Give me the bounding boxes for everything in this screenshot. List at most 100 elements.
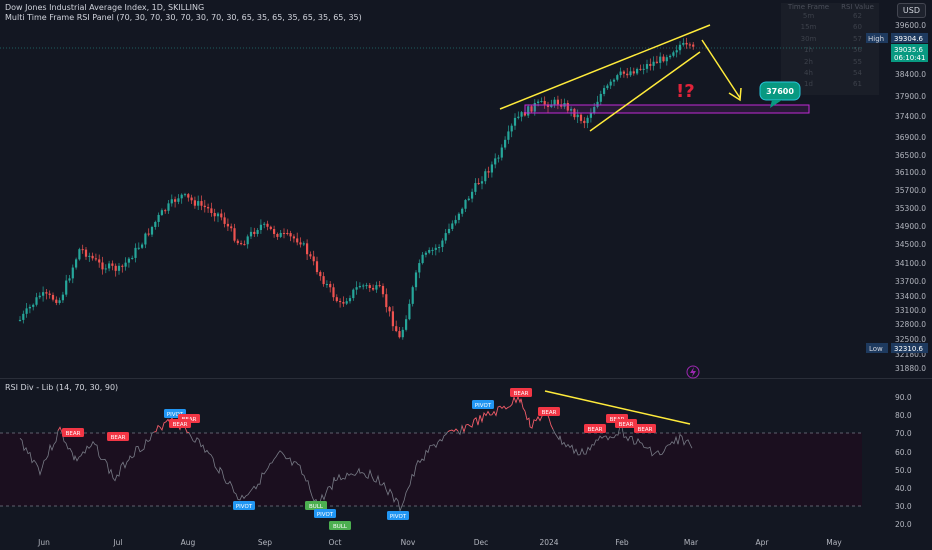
candle-body <box>490 164 493 173</box>
candle-body <box>579 114 583 121</box>
rsi-axis[interactable]: 90.0 80.0 70.0 60.0 50.0 40.0 30.0 20.0 <box>895 393 912 529</box>
rsi-table-row: 5m 62 <box>781 11 879 22</box>
pane-divider[interactable] <box>0 378 932 379</box>
candle-body <box>22 313 25 320</box>
candle-body <box>362 285 365 287</box>
time-axis[interactable]: Jun Jul Aug Sep Oct Nov Dec 2024 Feb Mar Apr May <box>37 538 842 547</box>
candle-body <box>213 212 216 217</box>
candle-body <box>210 208 213 213</box>
candle-body <box>71 267 74 279</box>
candle-body <box>385 294 388 308</box>
rsi-table-header-timeframe: Time Frame <box>787 3 830 11</box>
time-tick: Aug <box>181 538 196 547</box>
rsi-label-text: PIVOT <box>390 514 407 520</box>
candle-body <box>187 194 190 198</box>
candle-body <box>61 294 64 301</box>
rsi-table-header: Time Frame RSI Value <box>781 3 879 11</box>
rsi-divergence-trendline[interactable] <box>544 390 691 425</box>
candle-body <box>447 228 451 234</box>
warning-mark: !? <box>676 81 695 102</box>
time-tick: Apr <box>756 538 770 547</box>
flash-icon[interactable] <box>686 365 700 379</box>
candle-body <box>381 285 385 295</box>
candle-body <box>411 287 414 304</box>
candle-body <box>345 301 348 304</box>
candle-body <box>279 232 282 237</box>
candle-body <box>108 263 111 269</box>
candle-body <box>233 228 236 241</box>
projection-arrow[interactable] <box>701 39 741 99</box>
rsi-label-bear: BEAR <box>107 432 129 441</box>
rsi-label-bear: BEAR <box>538 407 560 416</box>
candle-body <box>302 243 305 245</box>
rsi-tick: 30.0 <box>895 502 912 511</box>
time-tick: Sep <box>258 538 272 547</box>
candle-body <box>28 306 31 309</box>
rsi-pane-title[interactable]: RSI Div - Lib (14, 70, 30, 90) <box>5 383 119 392</box>
rsi-label-text: BEAR <box>111 435 126 441</box>
candle-body <box>520 112 523 117</box>
candle-body <box>388 307 391 312</box>
candle-body <box>243 244 246 246</box>
wedge-upper-trendline[interactable] <box>499 24 711 110</box>
candle-body <box>157 214 160 222</box>
rsi-table-tf: 5m <box>802 12 815 20</box>
candle-body <box>510 125 513 132</box>
indicator-legend[interactable]: Multi Time Frame RSI Panel (70, 30, 70, … <box>5 13 362 22</box>
rsi-tick: 50.0 <box>895 466 912 475</box>
candle-body <box>286 233 289 235</box>
candle-body <box>121 265 124 267</box>
candle-body <box>91 255 94 259</box>
time-tick: Feb <box>615 538 629 547</box>
projection-arrow-head <box>728 87 742 102</box>
rsi-label-bull: BULL <box>329 521 351 530</box>
rsi-divergence-labels: BEAR BEAR PIVOT BEAR BEAR PIVOT BULL PIVOT BULL P… <box>62 388 656 530</box>
candle-body <box>230 226 233 229</box>
rsi-table-val: 61 <box>853 80 862 89</box>
candle-body <box>246 236 249 245</box>
rsi-label-bear: BEAR <box>510 388 532 397</box>
candle-body <box>58 300 61 303</box>
candle-body <box>263 223 266 225</box>
candle-body <box>131 257 134 259</box>
rsi-table-tf: 15m <box>800 23 817 32</box>
candle-body <box>170 199 173 204</box>
candle-body <box>325 284 328 286</box>
chart-title[interactable]: Dow Jones Industrial Average Index, 1D, … <box>5 3 205 12</box>
candle-body <box>342 302 345 304</box>
rsi-label-pivot: PIVOT <box>314 509 336 518</box>
price-axis[interactable]: 39600.0 38400.0 37900.0 37400.0 36900.0 36500… <box>895 21 926 373</box>
candle-body <box>352 289 355 299</box>
candle-body <box>609 81 612 86</box>
candle-body <box>180 194 183 199</box>
currency-button[interactable]: USD <box>896 3 926 18</box>
candle-body <box>596 101 599 107</box>
price-tick: 35700.0 <box>895 186 926 195</box>
rsi-table-val: 62 <box>853 12 862 20</box>
rsi-table-header-value: RSI Value <box>841 3 874 11</box>
rsi-tick: 80.0 <box>895 411 912 420</box>
resistance-zone[interactable] <box>524 104 810 114</box>
candle-body <box>576 114 579 118</box>
candle-body <box>276 233 279 237</box>
candle-body <box>292 236 295 239</box>
rsi-label-bear: BEAR <box>62 428 84 437</box>
candle-body <box>117 265 121 271</box>
price-tick: 32800.0 <box>895 320 926 329</box>
candle-body <box>25 308 28 314</box>
candle-body <box>662 56 665 62</box>
low-label: Low <box>869 345 883 353</box>
rsi-overbought-line <box>57 395 623 434</box>
candle-body <box>55 299 58 303</box>
candle-body <box>193 200 196 206</box>
candle-body <box>560 104 563 107</box>
wedge-lower-trendline[interactable] <box>589 51 701 132</box>
target-callout[interactable]: 37600 <box>759 81 801 108</box>
candle-body <box>167 203 170 211</box>
candle-body <box>464 200 467 209</box>
candle-body <box>42 292 45 296</box>
time-tick: Mar <box>684 538 699 547</box>
candle-body <box>312 256 315 262</box>
target-callout-label: 37600 <box>766 87 794 96</box>
